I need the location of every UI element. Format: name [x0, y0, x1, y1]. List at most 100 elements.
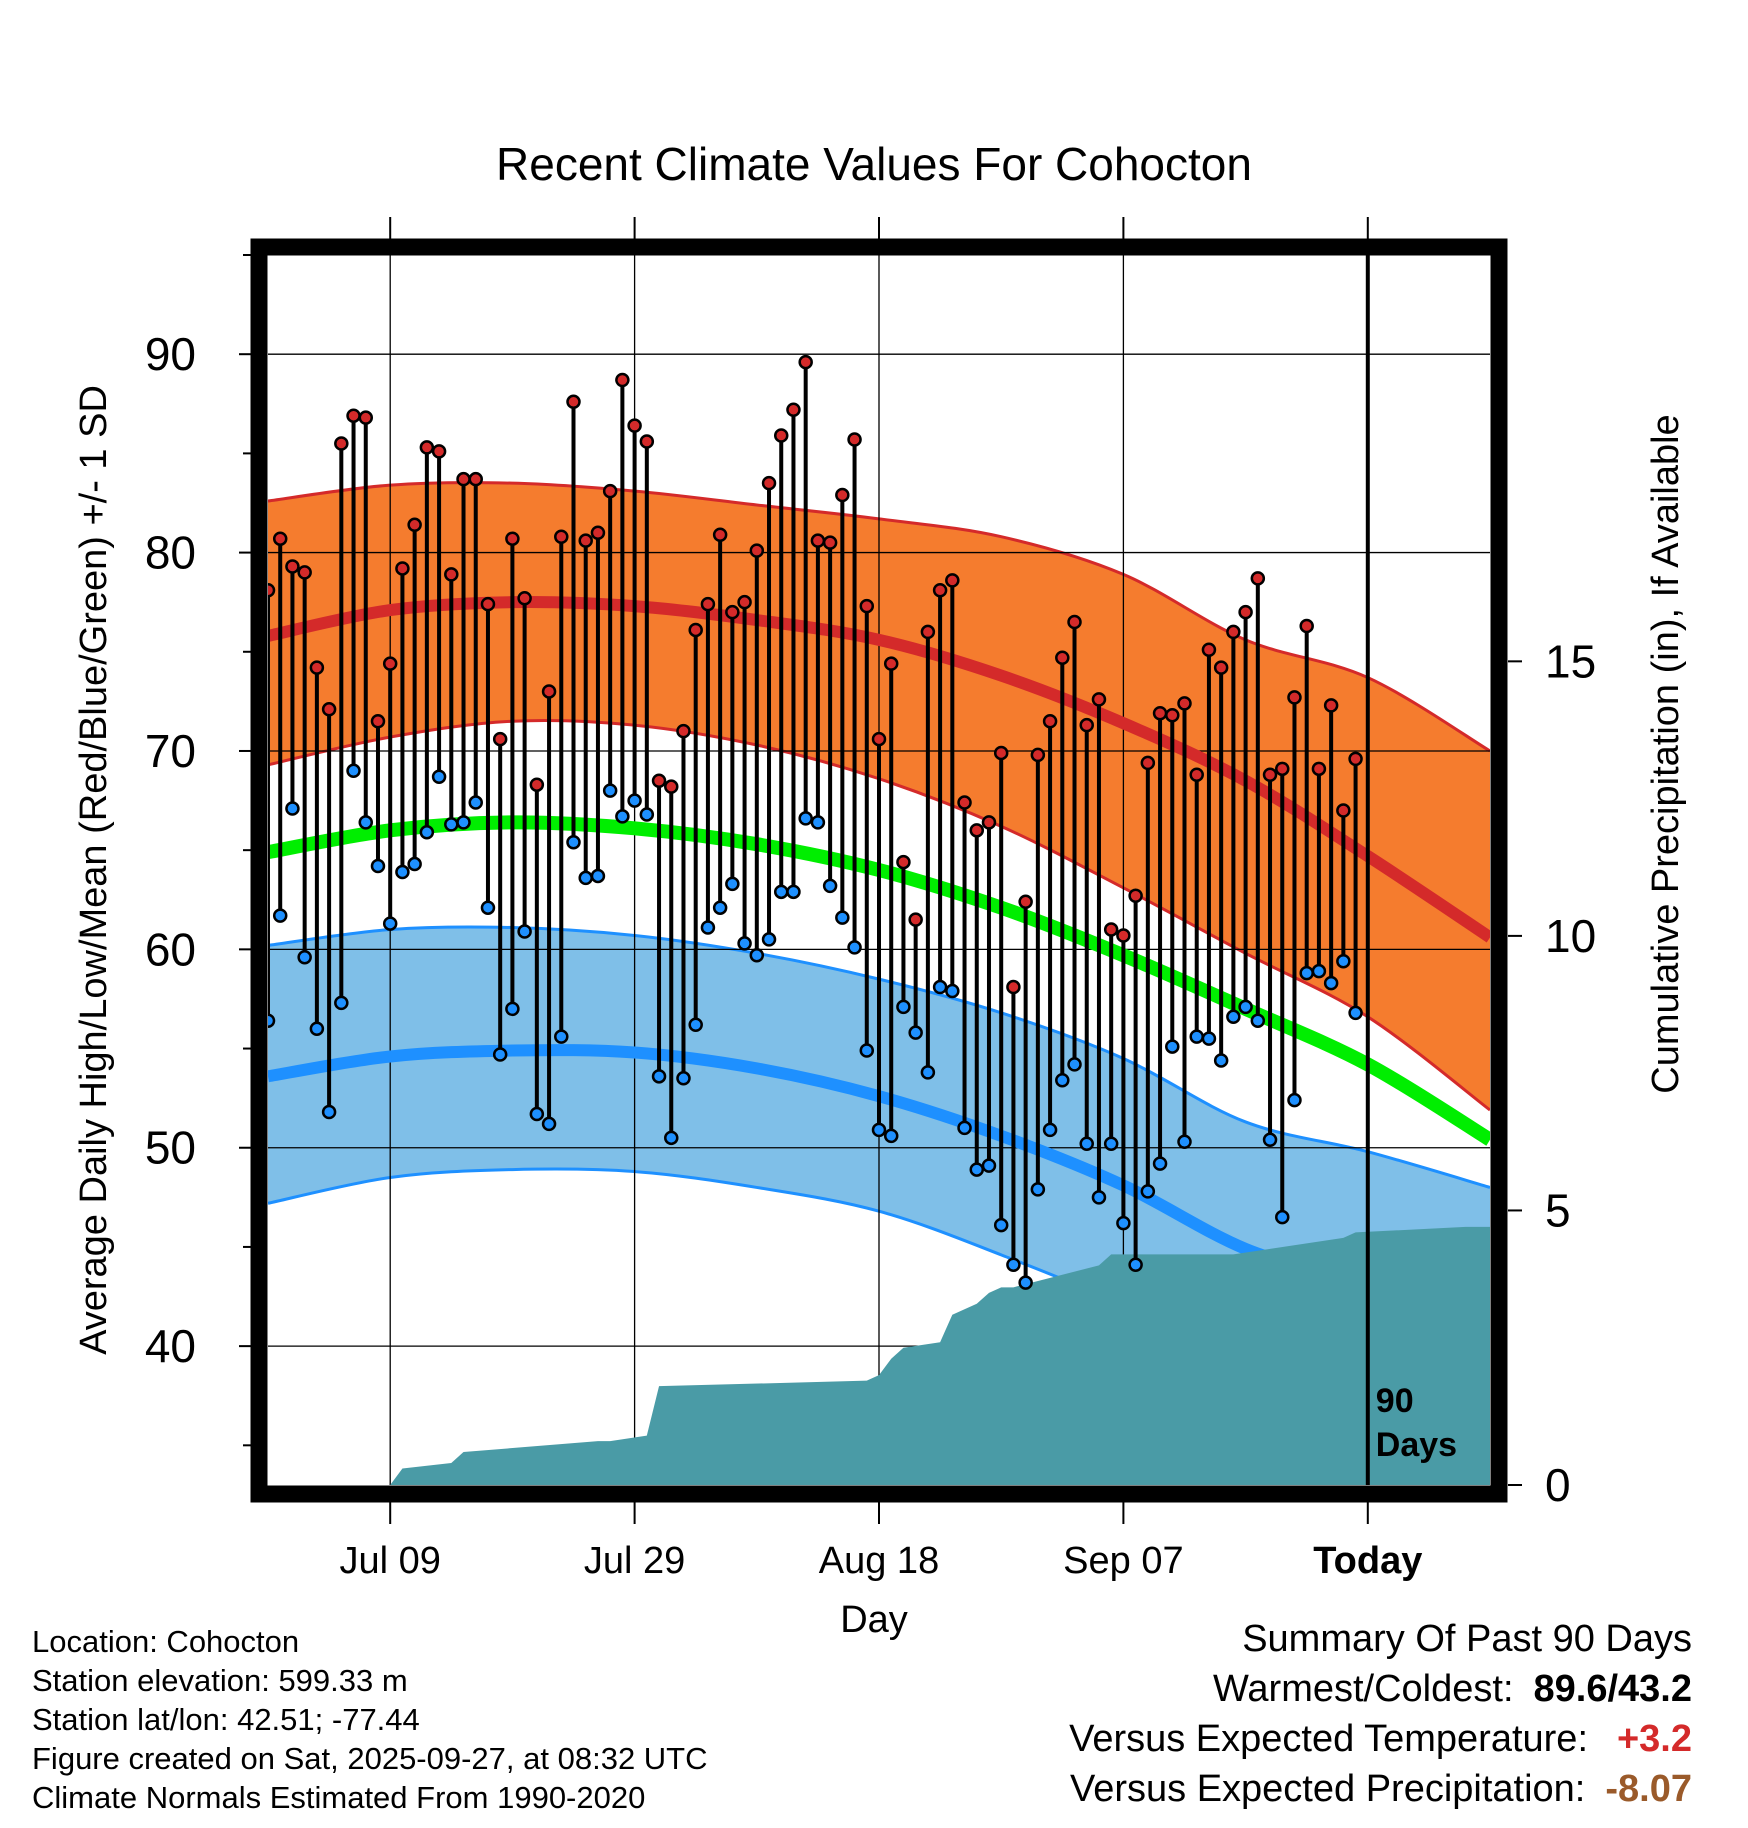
high-point — [627, 418, 642, 433]
today-marker: 90 Days — [1365, 255, 1457, 1485]
high-point — [1165, 708, 1180, 723]
high-point — [957, 795, 972, 810]
low-point — [725, 876, 740, 892]
low-point — [1042, 1122, 1058, 1138]
low-point — [419, 825, 435, 840]
y2-tick-label: 10 — [1545, 910, 1596, 962]
high-point — [1189, 767, 1204, 783]
high-point — [688, 622, 703, 638]
high-point — [786, 402, 801, 417]
created-text: Figure created on Sat, 2025-09-27, at 08… — [32, 1741, 708, 1776]
high-point — [272, 531, 288, 546]
x-axis-label: Day — [840, 1599, 908, 1641]
low-point — [1177, 1134, 1192, 1150]
high-point — [370, 713, 386, 729]
high-point — [810, 533, 826, 548]
low-point — [627, 793, 642, 808]
y2-tick-label: 0 — [1545, 1459, 1571, 1511]
high-point — [639, 434, 655, 449]
low-point — [1103, 1136, 1119, 1152]
low-point — [712, 900, 728, 915]
low-point — [1238, 999, 1253, 1015]
x-tick-label: Jul 09 — [339, 1540, 440, 1582]
low-point — [285, 801, 300, 816]
high-point — [268, 583, 276, 598]
x-tick-label: Aug 18 — [819, 1540, 939, 1582]
normals-text: Climate Normals Estimated From 1990-2020 — [32, 1780, 646, 1815]
high-point — [1287, 690, 1302, 705]
high-point — [382, 656, 398, 671]
low-point — [1140, 1184, 1156, 1199]
high-point — [835, 487, 850, 503]
high-point — [932, 583, 948, 598]
high-point — [395, 561, 410, 576]
low-point — [810, 815, 826, 830]
low-point — [981, 1158, 997, 1173]
high-point — [1348, 751, 1363, 767]
low-point — [505, 1001, 520, 1017]
low-point — [468, 795, 483, 810]
low-point — [883, 1128, 899, 1144]
low-point — [1299, 965, 1314, 981]
low-point — [407, 856, 422, 872]
summary-precip: Versus Expected Precipitation: -8.07 — [1069, 1764, 1692, 1814]
daily-range-stems — [268, 362, 1358, 1283]
precip-area — [268, 1226, 1490, 1485]
high-point — [444, 567, 459, 582]
high-point — [1128, 888, 1143, 904]
extremes-value: 89.6/43.2 — [1533, 1668, 1692, 1710]
low-point — [370, 858, 386, 874]
plot-frame — [250, 238, 1508, 1503]
high-point — [1213, 660, 1229, 675]
high-point — [554, 529, 569, 544]
high-point — [1226, 624, 1241, 640]
high-point — [798, 354, 813, 370]
high-point — [285, 559, 300, 574]
low-point — [908, 1025, 923, 1040]
high-point — [321, 702, 337, 717]
precip-anomaly-value: -8.07 — [1605, 1768, 1692, 1810]
low-point — [1091, 1190, 1107, 1205]
x-tick-label: Jul 29 — [584, 1540, 685, 1582]
high-point — [822, 535, 838, 550]
y2-tick-label: 5 — [1545, 1184, 1571, 1236]
low-point — [651, 1069, 667, 1084]
low-point — [1323, 975, 1339, 991]
low-point — [932, 979, 948, 995]
high-point — [517, 590, 532, 606]
low-point — [920, 1065, 936, 1080]
temp-anomaly-value: +3.2 — [1616, 1718, 1692, 1760]
low-point — [1201, 1031, 1217, 1046]
low-point — [737, 936, 752, 951]
low-point — [1213, 1053, 1229, 1068]
high-point — [920, 624, 936, 640]
high-point — [1103, 922, 1119, 937]
high-point — [615, 372, 630, 388]
low-point — [358, 815, 374, 830]
high-point — [993, 745, 1009, 761]
low-point — [309, 1021, 325, 1036]
window-label-number: 90 — [1376, 1382, 1414, 1420]
high-point — [480, 596, 496, 612]
high-point — [1006, 979, 1021, 995]
high-point — [847, 432, 862, 447]
high-point — [1042, 713, 1058, 729]
y-tick-label: 70 — [145, 725, 196, 777]
axes: 40 50 60 70 80 90 0 5 10 15 Jul 09 Jul 29 Aug 18 Sep … — [145, 217, 1596, 1582]
chart-title: Recent Climate Values For Cohocton — [496, 138, 1252, 190]
high-point — [664, 779, 679, 794]
high-point — [871, 731, 887, 747]
high-point — [1275, 761, 1290, 777]
high-point — [1030, 747, 1046, 763]
low-point — [1275, 1209, 1290, 1225]
station-info: Location: Cohocton Station elevation: 59… — [32, 1622, 708, 1817]
low-point — [615, 809, 630, 824]
low-point — [1116, 1215, 1131, 1231]
low-point — [272, 908, 288, 923]
low-point — [798, 811, 813, 826]
low-point — [1067, 1057, 1082, 1072]
high-point — [578, 533, 593, 548]
high-point — [896, 854, 911, 870]
low-point — [639, 807, 655, 822]
low-point — [1128, 1257, 1143, 1273]
